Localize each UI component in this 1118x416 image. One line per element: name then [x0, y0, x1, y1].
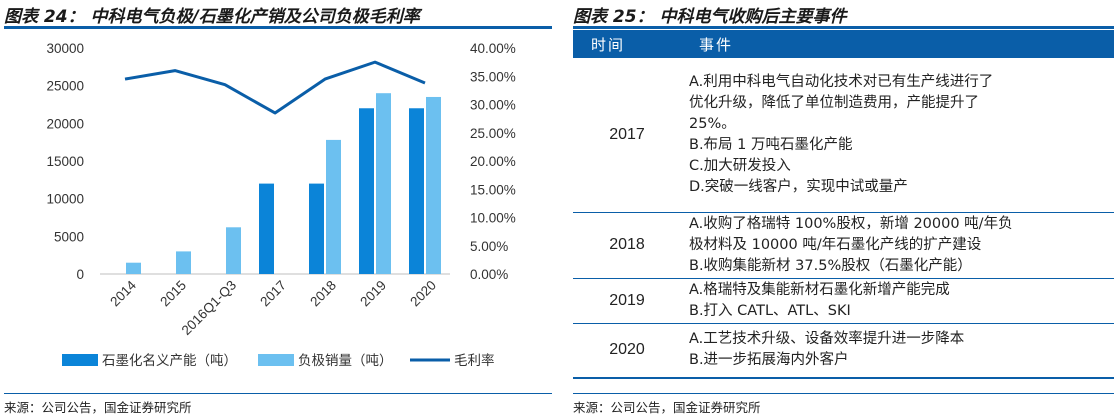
category-label: 2019	[357, 278, 389, 310]
category-label: 2017	[257, 278, 289, 310]
row-events: A.格瑞特及集能新材石墨化新增产能完成 B.打入 CATL、ATL、SKI	[681, 278, 1114, 324]
events-table-wrap: 时间 事件 2017 A.利用中科电气自动化技术对已有生产线进行了 优化升级，降低了…	[573, 30, 1114, 379]
left-tick-label: 30000	[46, 41, 84, 56]
right-panel-title: 图表 25： 中科电气收购后主要事件	[573, 7, 847, 27]
left-tick-label: 10000	[46, 192, 84, 207]
table-header-row: 时间 事件	[573, 30, 1114, 58]
table-body: 2017 A.利用中科电气自动化技术对已有生产线进行了 优化升级，降低了单位制造费用…	[573, 58, 1114, 379]
right-tick-label: 5.00%	[470, 239, 508, 254]
chart: 0 5000 10000 15000 20000 25000 30000 0.00% 5.00%…	[46, 41, 516, 368]
bar-sales	[226, 227, 241, 274]
bar-capacity	[409, 108, 424, 275]
event-line: D.突破一线客户，实现中试或量产	[689, 178, 908, 195]
right-source: 来源：公司公告，国金证券研究所	[573, 400, 761, 415]
left-tick-label: 5000	[54, 229, 84, 244]
legend-swatch	[258, 354, 294, 366]
bar-sales	[126, 262, 141, 274]
event-line: 优化升级，降低了单位制造费用，产能提升了	[689, 94, 979, 111]
right-tick-label: 10.00%	[470, 211, 516, 226]
row-events: A.工艺技术升级、设备效率提升进一步降本 B.进一步拓展海内外客户	[681, 323, 1114, 379]
bar-sales	[426, 96, 441, 274]
left-source-rule	[4, 393, 552, 394]
right-tick-label: 25.00%	[470, 126, 516, 141]
legend-label: 负极销量（吨）	[298, 353, 393, 368]
row-events: A.收购了格瑞特 100%股权，新增 20000 吨/年负 极材料及 10000 …	[681, 212, 1114, 279]
margin-line	[124, 60, 426, 115]
event-line: C.加大研发投入	[689, 157, 791, 174]
bar-sales	[326, 139, 341, 274]
event-line: B.收购集能新材 37.5%股权（石墨化产能）	[689, 257, 972, 274]
bar-capacity	[309, 183, 324, 274]
left-tick-label: 20000	[46, 116, 84, 131]
left-title-rule	[4, 26, 552, 29]
bar-sales	[176, 251, 191, 274]
left-tick-label: 15000	[46, 154, 84, 169]
right-tick-label: 15.00%	[470, 182, 516, 197]
category-label: 2016Q1-Q3	[179, 278, 239, 338]
event-line: B.布局 1 万吨石墨化产能	[689, 136, 853, 153]
left-tick-label: 25000	[46, 79, 84, 94]
category-label: 2014	[107, 277, 139, 309]
right-tick-label: 40.00%	[470, 41, 516, 56]
events-table: 时间 事件 2017 A.利用中科电气自动化技术对已有生产线进行了 优化升级，降低了…	[573, 30, 1114, 379]
event-line: 极材料及 10000 吨/年石墨化产线的扩产建设	[689, 236, 982, 253]
table-row: 2018 A.收购了格瑞特 100%股权，新增 20000 吨/年负 极材料及 10…	[573, 212, 1114, 279]
category-label: 2018	[307, 278, 339, 310]
header-event: 事件	[681, 30, 1114, 58]
event-line: A.工艺技术升级、设备效率提升进一步降本	[689, 331, 965, 348]
event-line: B.打入 CATL、ATL、SKI	[689, 302, 851, 319]
row-year: 2020	[573, 323, 681, 379]
category-label: 2015	[157, 278, 189, 310]
bar-capacity	[259, 183, 274, 274]
left-panel-title: 图表 24： 中科电气负极/石墨化产销及公司负极毛利率	[4, 7, 420, 27]
legend-swatch	[62, 354, 98, 366]
event-line: A.格瑞特及集能新材石墨化新增产能完成	[689, 281, 950, 298]
bar-capacity	[359, 108, 374, 275]
legend-label: 石墨化名义产能（吨）	[102, 353, 237, 368]
right-tick-label: 35.00%	[470, 69, 516, 84]
row-year: 2018	[573, 212, 681, 279]
row-year: 2019	[573, 278, 681, 324]
table-row: 2019 A.格瑞特及集能新材石墨化新增产能完成 B.打入 CATL、ATL、SKI	[573, 278, 1114, 324]
right-source-rule	[573, 393, 1114, 394]
header-time: 时间	[573, 30, 681, 58]
event-line: B.进一步拓展海内外客户	[689, 352, 849, 369]
right-title-rule	[573, 26, 1114, 29]
right-tick-label: 0.00%	[470, 267, 508, 282]
row-year: 2017	[573, 58, 681, 213]
left-tick-label: 0	[76, 267, 84, 282]
table-row: 2017 A.利用中科电气自动化技术对已有生产线进行了 优化升级，降低了单位制造费用…	[573, 58, 1114, 213]
category-label: 2020	[407, 278, 439, 310]
bar-sales	[376, 93, 391, 274]
legend-label: 毛利率	[454, 352, 495, 368]
event-line: 25%。	[689, 115, 736, 132]
event-line: A.收购了格瑞特 100%股权，新增 20000 吨/年负	[689, 215, 1013, 232]
right-tick-label: 20.00%	[470, 154, 516, 169]
table-row: 2020 A.工艺技术升级、设备效率提升进一步降本 B.进一步拓展海内外客户	[573, 323, 1114, 379]
right-tick-label: 30.00%	[470, 98, 516, 113]
row-events: A.利用中科电气自动化技术对已有生产线进行了 优化升级，降低了单位制造费用，产能提…	[681, 58, 1114, 213]
event-line: A.利用中科电气自动化技术对已有生产线进行了	[689, 73, 994, 90]
left-source: 来源：公司公告，国金证券研究所	[4, 400, 192, 415]
